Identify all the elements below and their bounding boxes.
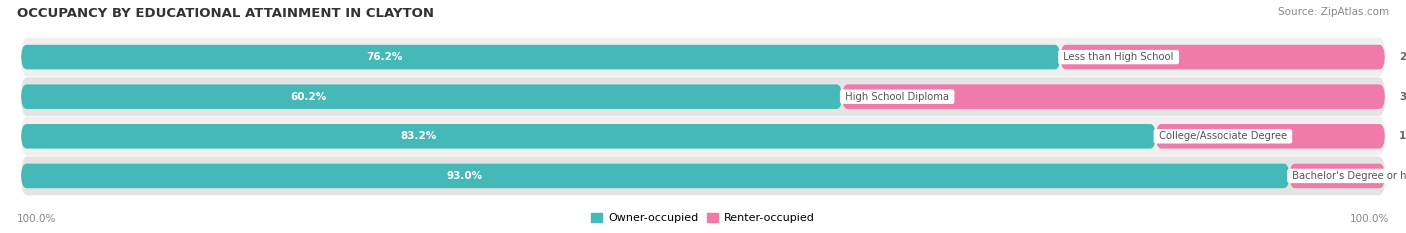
FancyBboxPatch shape bbox=[21, 157, 1385, 195]
Text: 76.2%: 76.2% bbox=[367, 52, 404, 62]
Text: High School Diploma: High School Diploma bbox=[842, 92, 952, 102]
FancyBboxPatch shape bbox=[1289, 164, 1385, 188]
FancyBboxPatch shape bbox=[1060, 45, 1385, 69]
Text: 93.0%: 93.0% bbox=[447, 171, 484, 181]
Text: 100.0%: 100.0% bbox=[1350, 214, 1389, 224]
FancyBboxPatch shape bbox=[21, 117, 1385, 156]
FancyBboxPatch shape bbox=[21, 77, 1385, 116]
Text: Source: ZipAtlas.com: Source: ZipAtlas.com bbox=[1278, 7, 1389, 17]
FancyBboxPatch shape bbox=[21, 38, 1385, 76]
Text: 83.2%: 83.2% bbox=[401, 131, 436, 141]
Text: 23.8%: 23.8% bbox=[1399, 52, 1406, 62]
FancyBboxPatch shape bbox=[21, 84, 842, 109]
Text: 100.0%: 100.0% bbox=[17, 214, 56, 224]
Text: OCCUPANCY BY EDUCATIONAL ATTAINMENT IN CLAYTON: OCCUPANCY BY EDUCATIONAL ATTAINMENT IN C… bbox=[17, 7, 434, 20]
Text: 39.8%: 39.8% bbox=[1399, 92, 1406, 102]
Legend: Owner-occupied, Renter-occupied: Owner-occupied, Renter-occupied bbox=[586, 208, 820, 227]
Text: 7.0%: 7.0% bbox=[1399, 171, 1406, 181]
FancyBboxPatch shape bbox=[21, 164, 1289, 188]
Text: Bachelor's Degree or higher: Bachelor's Degree or higher bbox=[1289, 171, 1406, 181]
FancyBboxPatch shape bbox=[21, 124, 1156, 149]
Text: Less than High School: Less than High School bbox=[1060, 52, 1177, 62]
Text: College/Associate Degree: College/Associate Degree bbox=[1156, 131, 1291, 141]
FancyBboxPatch shape bbox=[842, 84, 1385, 109]
FancyBboxPatch shape bbox=[21, 45, 1060, 69]
Text: 60.2%: 60.2% bbox=[290, 92, 326, 102]
Text: 16.8%: 16.8% bbox=[1399, 131, 1406, 141]
FancyBboxPatch shape bbox=[1156, 124, 1385, 149]
